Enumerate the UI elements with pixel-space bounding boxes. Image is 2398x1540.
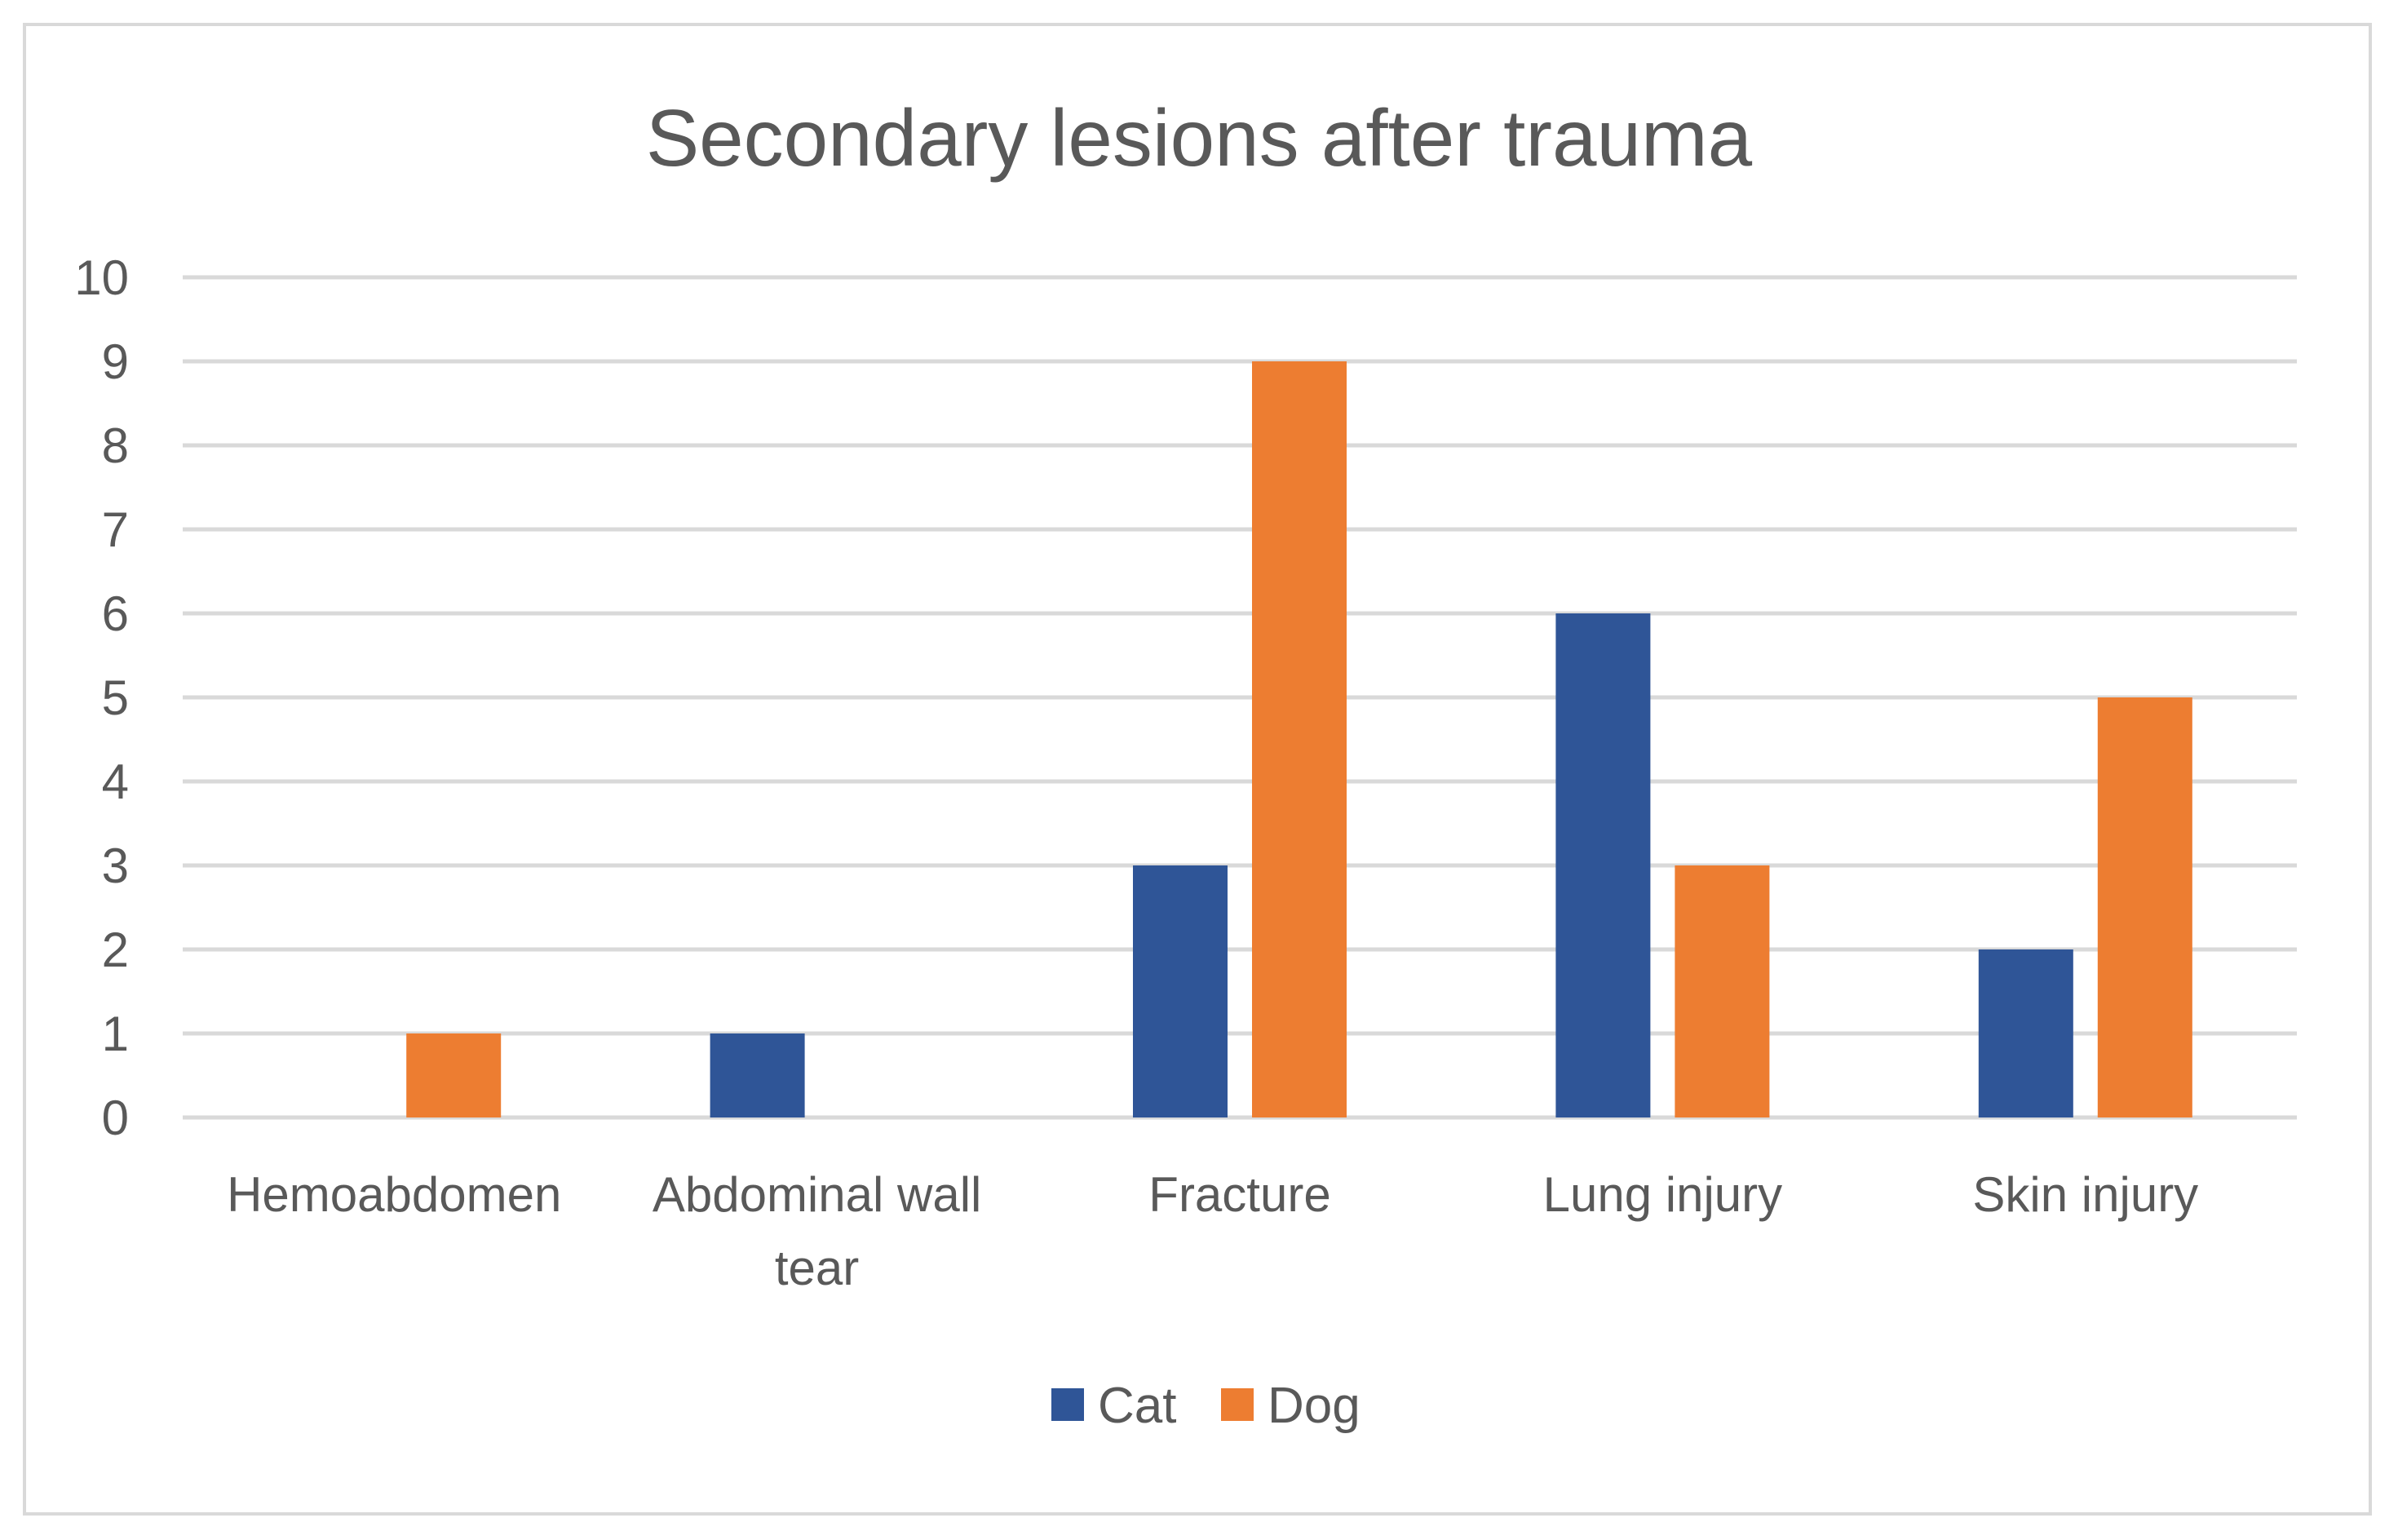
bar-dog-4 bbox=[2097, 697, 2192, 1117]
legend: Cat Dog bbox=[1051, 1378, 1360, 1434]
chart-title: Secondary lesions after trauma bbox=[646, 93, 1753, 183]
x-category-label: tear bbox=[775, 1241, 859, 1295]
bars bbox=[406, 361, 2192, 1117]
bar-dog-2 bbox=[1252, 361, 1347, 1117]
y-tick-label: 1 bbox=[102, 1007, 129, 1061]
x-category-label: Fracture bbox=[1148, 1167, 1330, 1222]
y-tick-label: 9 bbox=[102, 334, 129, 389]
chart-frame bbox=[23, 23, 2372, 1516]
y-tick-label: 8 bbox=[102, 418, 129, 473]
y-tick-label: 10 bbox=[74, 250, 129, 305]
y-tick-label: 3 bbox=[102, 839, 129, 893]
bar-cat-1 bbox=[710, 1033, 805, 1117]
y-tick-label: 4 bbox=[102, 755, 129, 809]
bar-cat-4 bbox=[1978, 949, 2073, 1117]
x-category-label: Lung injury bbox=[1543, 1167, 1783, 1222]
y-axis-ticks: 0 1 2 3 4 5 6 7 8 9 10 bbox=[74, 250, 129, 1145]
y-tick-label: 2 bbox=[102, 923, 129, 977]
y-tick-label: 0 bbox=[102, 1091, 129, 1145]
x-axis-labels: Hemoabdomen Abdominal wall tear Fracture Lun… bbox=[227, 1167, 2198, 1295]
bar-cat-2 bbox=[1133, 865, 1228, 1117]
x-category-label: Skin injury bbox=[1972, 1167, 2198, 1222]
y-tick-label: 6 bbox=[102, 586, 129, 641]
bar-dog-3 bbox=[1675, 865, 1770, 1117]
y-tick-label: 7 bbox=[102, 502, 129, 557]
legend-label-dog: Dog bbox=[1268, 1378, 1360, 1434]
legend-label-cat: Cat bbox=[1098, 1378, 1176, 1434]
legend-swatch-dog bbox=[1221, 1388, 1254, 1421]
bar-cat-3 bbox=[1555, 613, 1651, 1117]
gridlines bbox=[183, 275, 2297, 1120]
legend-swatch-cat bbox=[1051, 1388, 1084, 1421]
bar-dog-0 bbox=[406, 1033, 502, 1117]
y-tick-label: 5 bbox=[102, 670, 129, 725]
x-category-label: Hemoabdomen bbox=[227, 1167, 561, 1222]
x-category-label: Abdominal wall bbox=[653, 1167, 982, 1222]
